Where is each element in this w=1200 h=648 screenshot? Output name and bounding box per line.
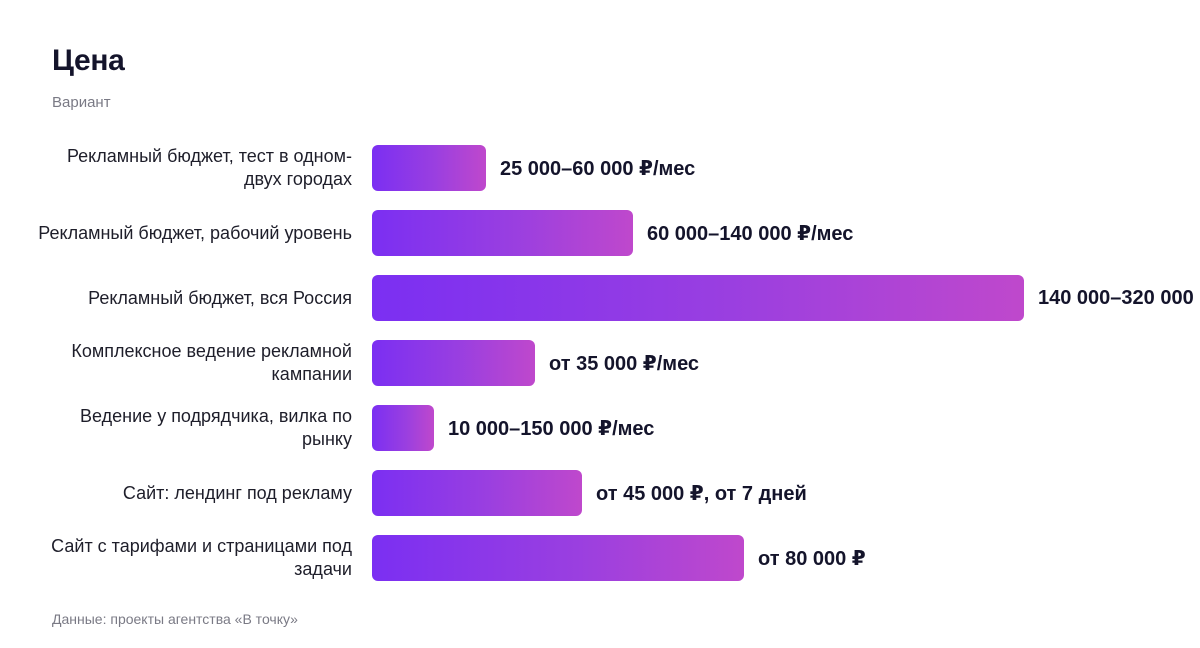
category-label: Комплексное ведение рекламной кампании: [71, 341, 352, 384]
bar: [372, 145, 486, 191]
bar-row: Рекламный бюджет, вся Россия 140 000–320 …: [0, 275, 1200, 321]
bar-row: Комплексное ведение рекламной кампании от…: [0, 340, 1200, 386]
category-label: Рекламный бюджет, вся Россия: [88, 287, 352, 308]
bar-row: Рекламный бюджет, рабочий уровень 60 000–…: [0, 210, 1200, 256]
data-source-note: Данные: проекты агентства «В точку»: [52, 611, 298, 627]
bar: [372, 470, 582, 516]
bar-value-label: 10 000–150 000 ₽/мес: [448, 417, 655, 440]
bar-row: Сайт: лендинг под рекламу от 45 000 ₽, от…: [0, 470, 1200, 516]
bar: [372, 535, 744, 581]
bar-value-label: от 35 000 ₽/мес: [549, 352, 700, 375]
category-label: Рекламный бюджет, тест в одном-двух горо…: [66, 146, 352, 189]
category-label: Сайт: лендинг под рекламу: [122, 482, 352, 503]
category-label: Сайт с тарифами и страницами под задачи: [51, 536, 352, 579]
category-label: Ведение у подрядчика, вилка по рынку: [80, 406, 352, 449]
bar-value-label: 140 000–320 000: [1038, 286, 1194, 309]
bar: [372, 340, 535, 386]
bar-value-label: от 45 000 ₽, от 7 дней: [596, 482, 807, 505]
bar-row: Ведение у подрядчика, вилка по рынку 10 0…: [0, 405, 1200, 451]
chart-subtitle: Вариант: [52, 94, 111, 111]
bar: [372, 405, 434, 451]
bar-row: Рекламный бюджет, тест в одном-двух горо…: [0, 145, 1200, 191]
bar: [372, 275, 1024, 321]
bar-value-label: 60 000–140 000 ₽/мес: [647, 222, 854, 245]
bar: [372, 210, 633, 256]
bar-value-label: 25 000–60 000 ₽/мес: [500, 157, 696, 180]
chart-title: Цена: [52, 44, 125, 77]
bar-value-label: от 80 000 ₽: [758, 547, 866, 570]
bar-row: Сайт с тарифами и страницами под задачи о…: [0, 535, 1200, 581]
category-label: Рекламный бюджет, рабочий уровень: [38, 222, 352, 243]
